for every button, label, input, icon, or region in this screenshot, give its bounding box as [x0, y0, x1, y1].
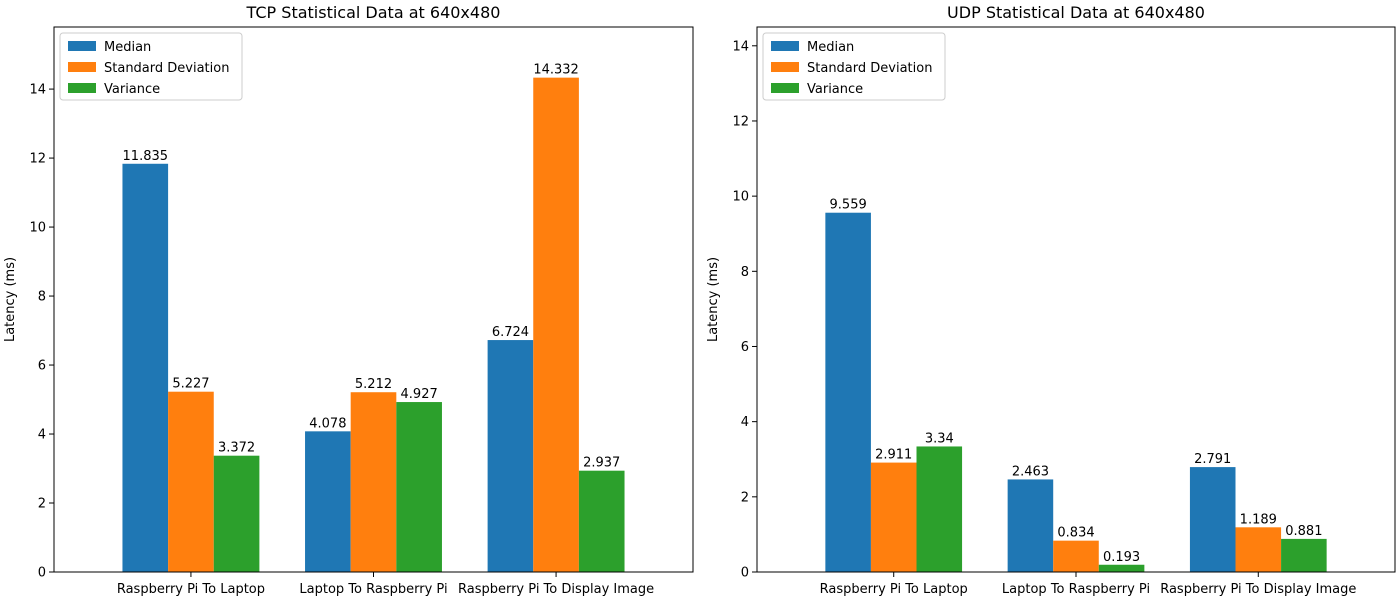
bar-standard-deviation-2	[533, 77, 579, 572]
x-tick-label: Raspberry Pi To Laptop	[820, 582, 968, 597]
legend: Median Standard Deviation Variance	[59, 32, 243, 101]
bar-median-1	[305, 431, 351, 572]
y-tick-label: 8	[741, 265, 749, 280]
x-tick-label: Raspberry Pi To Display Image	[458, 582, 654, 597]
x-tick-label: Raspberry Pi To Laptop	[117, 582, 265, 597]
bar-variance-0	[213, 455, 260, 572]
y-tick-label: 4	[38, 428, 46, 443]
data-label: 5.212	[355, 377, 392, 392]
legend-entry: Standard Deviation	[104, 61, 229, 76]
chart-title: TCP Statistical Data at 640x480	[246, 3, 501, 22]
legend-swatch-standard-deviation	[68, 62, 96, 72]
y-tick-label: 0	[38, 566, 46, 581]
y-tick-label: 14	[29, 83, 46, 98]
bar-standard-deviation-1	[350, 392, 397, 572]
bar-variance-2	[1281, 538, 1327, 572]
bar-standard-deviation-0	[870, 462, 917, 572]
legend-swatch-median	[68, 41, 96, 51]
legend-entry: Median	[807, 40, 854, 55]
bar-standard-deviation-0	[168, 391, 214, 572]
legend-swatch-standard-deviation	[771, 62, 799, 72]
bar-variance-1	[396, 402, 442, 572]
y-tick-label: 12	[29, 152, 46, 167]
x-tick-label: Laptop To Raspberry Pi	[299, 582, 447, 597]
data-label: 9.559	[830, 198, 867, 213]
data-label: 6.724	[492, 325, 529, 340]
legend-box	[762, 32, 946, 101]
bar-median-2	[1189, 467, 1236, 572]
y-tick-label: 6	[38, 359, 46, 374]
legend-entry: Variance	[104, 82, 160, 97]
chart-panel-1: 9.559 2.463 2.791 2.911 0.834 1.189 3.34 0.193 0…	[706, 3, 1396, 597]
y-tick-label: 14	[732, 39, 749, 54]
legend-entry: Variance	[807, 82, 863, 97]
legend-entry: Median	[104, 40, 151, 55]
data-label: 2.937	[583, 456, 620, 471]
legend-swatch-variance	[68, 83, 96, 93]
data-label: 0.193	[1103, 550, 1140, 565]
y-tick-label: 12	[732, 114, 749, 129]
data-label: 3.34	[925, 431, 954, 446]
legend-box	[59, 32, 243, 101]
data-label: 0.834	[1057, 526, 1094, 541]
chart-panel-0: 11.835 4.078 6.724 5.227 5.212 14.332 3.372 4.9…	[3, 3, 694, 597]
data-label: 14.332	[533, 63, 579, 78]
y-axis-label: Latency (ms)	[3, 257, 18, 342]
data-label: 5.227	[172, 377, 209, 392]
y-tick-label: 2	[38, 497, 46, 512]
bar-median-1	[1007, 479, 1054, 572]
y-tick-label: 10	[29, 221, 46, 236]
y-tick-label: 0	[741, 566, 749, 581]
y-axis-label: Latency (ms)	[706, 257, 721, 342]
data-label: 11.835	[123, 149, 169, 164]
y-tick-label: 8	[38, 290, 46, 305]
data-label: 4.927	[401, 387, 438, 402]
bar-standard-deviation-1	[1053, 540, 1099, 572]
legend-swatch-variance	[771, 83, 799, 93]
data-label: 0.881	[1285, 524, 1322, 539]
bar-standard-deviation-2	[1235, 527, 1282, 572]
data-label: 3.372	[218, 441, 255, 456]
y-tick-label: 10	[732, 190, 749, 205]
data-label: 2.791	[1194, 452, 1231, 467]
legend-swatch-median	[771, 41, 799, 51]
x-tick-label: Laptop To Raspberry Pi	[1002, 582, 1150, 597]
bar-variance-2	[578, 470, 625, 572]
bar-median-2	[487, 340, 534, 572]
x-tick-label: Raspberry Pi To Display Image	[1160, 582, 1356, 597]
legend: Median Standard Deviation Variance	[762, 32, 946, 101]
data-label: 4.078	[309, 416, 346, 431]
y-tick-label: 2	[741, 490, 749, 505]
bar-variance-1	[1098, 564, 1145, 572]
legend-entry: Standard Deviation	[807, 61, 932, 76]
chart-title: UDP Statistical Data at 640x480	[947, 3, 1205, 22]
data-label: 1.189	[1240, 512, 1277, 527]
y-tick-label: 4	[741, 415, 749, 430]
data-label: 2.463	[1012, 464, 1049, 479]
bar-median-0	[122, 163, 169, 572]
data-label: 2.911	[875, 448, 912, 463]
bar-variance-0	[916, 446, 963, 572]
y-tick-label: 6	[741, 340, 749, 355]
bar-median-0	[825, 212, 871, 572]
